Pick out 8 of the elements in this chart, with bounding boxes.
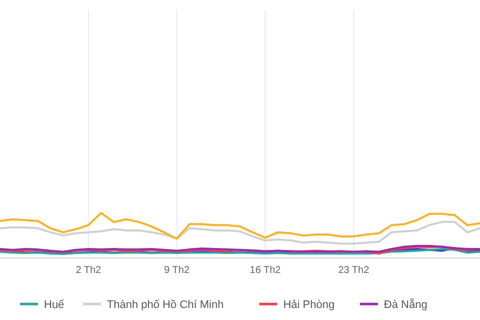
x-tick-label: 16 Th2 <box>250 265 282 276</box>
x-tick-label: 2 Th2 <box>76 265 102 276</box>
x-tick-label: 23 Th2 <box>338 265 370 276</box>
legend-label: Hải Phòng <box>283 299 335 311</box>
x-tick-label: 9 Th2 <box>164 265 190 276</box>
legend-label: Đà Nẵng <box>384 298 428 311</box>
legend-label: Huế <box>44 299 64 311</box>
legend-label: Thành phố Hồ Chí Minh <box>106 299 224 311</box>
